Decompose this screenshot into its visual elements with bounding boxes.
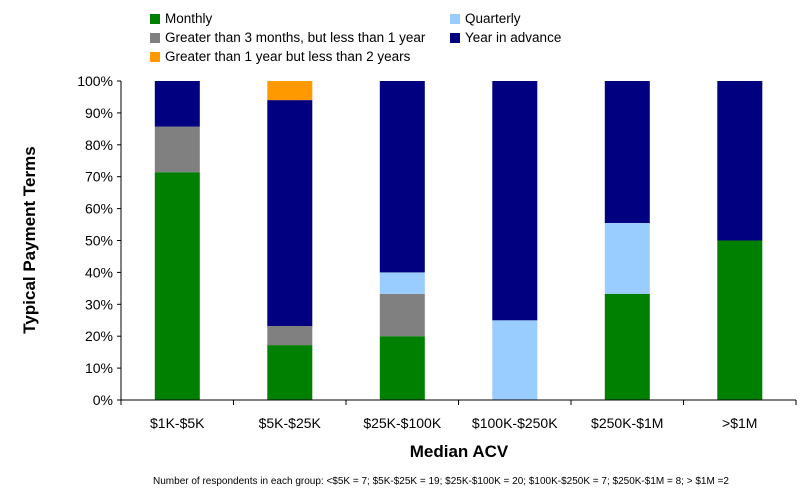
bar-segment [267,81,313,101]
bar-segment [154,172,200,400]
bar-segment [717,81,763,241]
y-tick-label: 90% [85,105,113,121]
x-tick-label: $250K-$1M [591,415,663,431]
x-tick-label: $100K-$250K [472,415,558,431]
y-tick-label: 40% [85,264,113,280]
x-tick-label: $5K-$25K [259,415,322,431]
legend-swatch [150,13,160,24]
x-tick-label: $25K-$100K [363,415,442,431]
bar-segment [379,81,425,273]
bar-segment [717,240,763,400]
bar-segment [492,81,538,321]
y-tick-label: 60% [85,201,113,217]
bar-segment [492,320,538,401]
bar-segment [379,272,425,294]
y-tick-label: 10% [85,360,113,376]
bar-segment [379,336,425,400]
legend-swatch [450,13,460,24]
legend-label: Year in advance [465,30,562,45]
legend-label: Greater than 3 months, but less than 1 y… [165,30,426,45]
legend-swatch [450,32,460,43]
legend-item: Monthly [150,11,212,26]
bar-segment [379,293,425,337]
bar-segment [604,81,650,223]
bar-segment [267,345,313,400]
y-tick-label: 100% [77,73,113,89]
legend-label: Monthly [165,11,213,26]
y-axis-title: Typical Payment Terms [20,146,39,334]
x-axis-title: Median ACV [409,442,509,461]
legend-item: Year in advance [450,30,561,45]
y-tick-label: 20% [85,328,113,344]
bar-segment [267,100,313,326]
y-tick-label: 50% [85,233,113,249]
legend-item: Greater than 3 months, but less than 1 y… [150,30,425,45]
legend-label: Quarterly [465,11,521,26]
footnote: Number of respondents in each group: <$5… [153,476,729,487]
bar-segment [267,326,313,346]
legend-swatch [150,32,160,43]
y-tick-label: 0% [93,392,113,408]
legend: Monthly Quarterly Greater than 3 months, b… [150,11,580,67]
x-tick-label: >$1M [722,415,757,431]
legend-swatch [150,51,160,62]
bar-segment [604,223,650,294]
y-tick-label: 70% [85,169,113,185]
bar-segment [154,81,200,127]
y-tick-label: 80% [85,137,113,153]
x-tick-label: $1K-$5K [150,415,205,431]
y-tick-label: 30% [85,296,113,312]
bar-segment [604,293,650,400]
legend-label: Greater than 1 year but less than 2 year… [165,49,411,64]
bar-segment [154,126,200,173]
legend-item: Quarterly [450,11,521,26]
legend-item: Greater than 1 year but less than 2 year… [150,49,410,64]
